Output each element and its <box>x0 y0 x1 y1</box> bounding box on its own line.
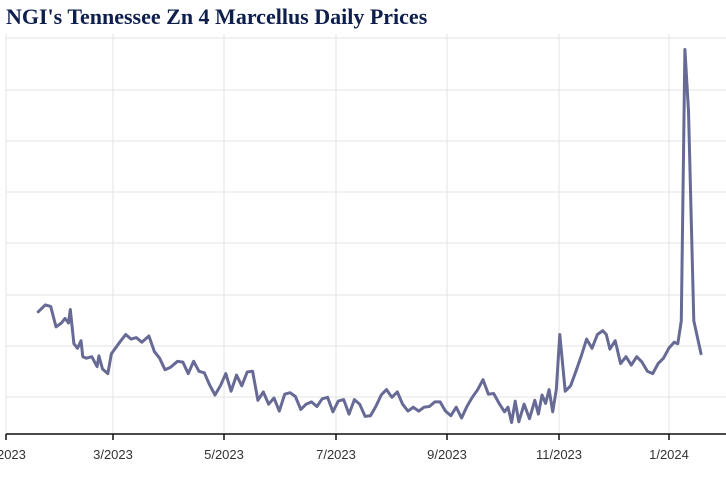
grid-lines <box>5 34 726 434</box>
x-tick-label-6: 1/2024 <box>649 447 689 462</box>
x-tick-label-4: 9/2023 <box>427 447 467 462</box>
x-tick-labels: 1/2023 3/2023 5/2023 7/2023 9/2023 11/2023 1/2… <box>0 447 689 462</box>
chart-title: NGI's Tennessee Zn 4 Marcellus Daily Pri… <box>6 4 428 29</box>
x-tick-label-2: 5/2023 <box>204 447 244 462</box>
x-axis <box>5 433 726 440</box>
price-series-line <box>36 48 703 424</box>
x-tick-label-5: 11/2023 <box>536 447 582 462</box>
x-tick-label-3: 7/2023 <box>316 447 356 462</box>
x-tick-label-0: 1/2023 <box>0 447 26 462</box>
series-layer <box>36 48 703 424</box>
x-tick-label-1: 3/2023 <box>93 447 133 462</box>
